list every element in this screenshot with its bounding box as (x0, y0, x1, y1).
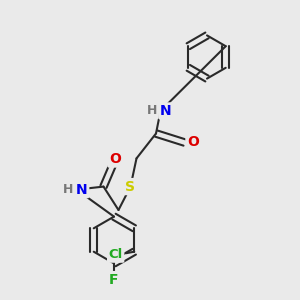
Text: Cl: Cl (109, 248, 123, 261)
Text: F: F (109, 273, 119, 286)
Text: O: O (109, 152, 121, 166)
Text: N: N (76, 183, 88, 196)
Text: O: O (187, 136, 199, 149)
Text: N: N (160, 104, 172, 118)
Text: H: H (147, 104, 157, 118)
Text: S: S (125, 180, 136, 194)
Text: H: H (63, 183, 73, 196)
